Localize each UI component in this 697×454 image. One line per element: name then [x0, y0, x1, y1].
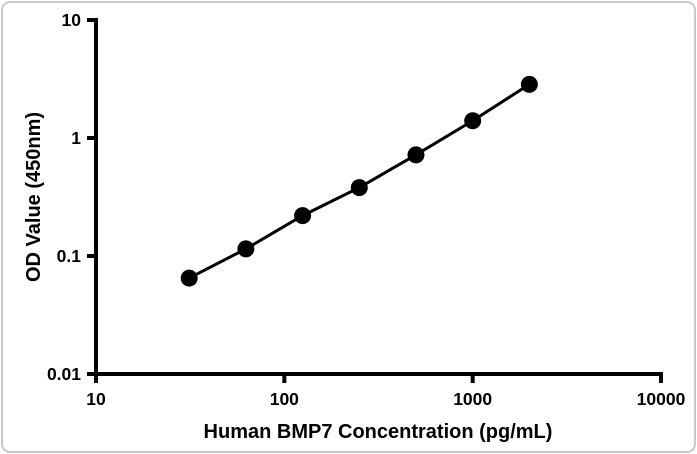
- axes: [94, 18, 663, 376]
- x-tick-label: 100: [270, 389, 299, 409]
- y-axis-title: OD Value (450nm): [23, 112, 45, 282]
- x-axis-title: Human BMP7 Concentration (pg/mL): [204, 421, 553, 443]
- x-tick-label: 1000: [453, 389, 492, 409]
- data-point-marker: [294, 207, 312, 225]
- data-point-marker: [350, 179, 368, 197]
- y-tick-label: 1: [71, 128, 81, 148]
- y-tick-label: 0.1: [57, 246, 82, 266]
- data-point-marker: [407, 146, 425, 164]
- y-tick-label: 10: [62, 10, 82, 30]
- data-point-marker: [520, 75, 538, 93]
- data-point-marker: [464, 112, 482, 130]
- x-tick-label: 10: [86, 389, 106, 409]
- data-point-marker: [237, 240, 255, 258]
- y-tick-label: 0.01: [47, 364, 81, 384]
- axis-ticks: 10 100 1000 10000 0.01 0.1 1 10: [47, 10, 686, 409]
- data-point-marker: [180, 269, 198, 287]
- data-series: [180, 75, 538, 287]
- x-tick-label: 10000: [637, 389, 686, 409]
